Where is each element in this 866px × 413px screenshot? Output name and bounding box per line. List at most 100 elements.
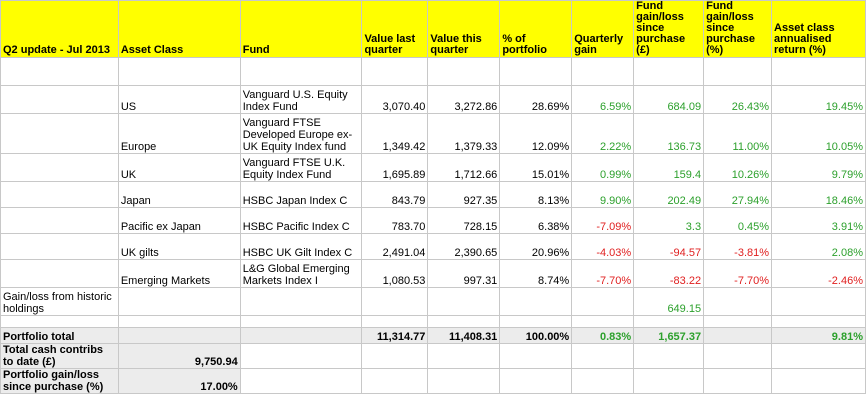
- value-this-cell[interactable]: 1,379.33: [427, 113, 501, 154]
- cash-value[interactable]: 9,750.94: [117, 343, 241, 369]
- portfolio-sheet: Q2 update - Jul 2013 Asset Class Fund Va…: [0, 0, 866, 394]
- gain-pct-cell[interactable]: 0.45%: [703, 207, 773, 234]
- asset-cell[interactable]: Japan: [117, 181, 241, 208]
- quarterly-gain-cell[interactable]: 0.99%: [571, 153, 635, 182]
- asset-cell[interactable]: Emerging Markets: [117, 259, 241, 288]
- value-this-cell[interactable]: 728.15: [427, 207, 501, 234]
- gain-pct-cell[interactable]: 10.26%: [703, 153, 773, 182]
- gain-pct-cell[interactable]: -3.81%: [703, 233, 773, 260]
- col-gain-pct[interactable]: Fund gain/loss since purchase (%): [703, 0, 773, 58]
- value-last-cell[interactable]: 2,491.04: [361, 233, 429, 260]
- value-this-cell[interactable]: 997.31: [427, 259, 501, 288]
- gain-since-label[interactable]: Portfolio gain/loss since purchase (%): [0, 368, 119, 394]
- sheet-title[interactable]: Q2 update - Jul 2013: [0, 0, 119, 58]
- value-last-cell[interactable]: 1,349.42: [361, 113, 429, 154]
- total-value-last[interactable]: 11,314.77: [361, 327, 429, 344]
- gain-gbp-cell[interactable]: 159.4: [633, 153, 705, 182]
- gain-gbp-cell[interactable]: 202.49: [633, 181, 705, 208]
- gain-pct-cell[interactable]: -7.70%: [703, 259, 773, 288]
- historic-row: Gain/loss from historic holdings 649.15: [0, 287, 866, 316]
- value-last-cell[interactable]: 783.70: [361, 207, 429, 234]
- pct-cell[interactable]: 6.38%: [499, 207, 573, 234]
- total-pct[interactable]: 100.00%: [499, 327, 573, 344]
- fund-cell[interactable]: Vanguard U.S. Equity Index Fund: [239, 85, 363, 114]
- spacer-row: [0, 57, 866, 86]
- annualised-cell[interactable]: 2.08%: [771, 233, 866, 260]
- gain-gbp-cell[interactable]: 684.09: [633, 85, 705, 114]
- asset-cell[interactable]: US: [117, 85, 241, 114]
- asset-cell[interactable]: UK: [117, 153, 241, 182]
- annualised-cell[interactable]: 3.91%: [771, 207, 866, 234]
- col-annualised[interactable]: Asset class annualised return (%): [771, 0, 866, 58]
- header-row: Q2 update - Jul 2013 Asset Class Fund Va…: [0, 0, 866, 58]
- col-pct-portfolio[interactable]: % of portfolio: [499, 0, 573, 58]
- gain-pct-cell[interactable]: 27.94%: [703, 181, 773, 208]
- annualised-cell[interactable]: 19.45%: [771, 85, 866, 114]
- gain-since-row: Portfolio gain/loss since purchase (%) 1…: [0, 368, 866, 394]
- annualised-cell[interactable]: -2.46%: [771, 259, 866, 288]
- spacer-row: [0, 315, 866, 328]
- quarterly-gain-cell[interactable]: 9.90%: [571, 181, 635, 208]
- total-gain-gbp[interactable]: 1,657.37: [633, 327, 705, 344]
- gain-pct-cell[interactable]: 26.43%: [703, 85, 773, 114]
- fund-cell[interactable]: HSBC Pacific Index C: [239, 207, 363, 234]
- quarterly-gain-cell[interactable]: -7.70%: [571, 259, 635, 288]
- pct-cell[interactable]: 8.74%: [499, 259, 573, 288]
- value-last-cell[interactable]: 843.79: [361, 181, 429, 208]
- table-row: UK Vanguard FTSE U.K. Equity Index Fund …: [0, 153, 866, 182]
- value-this-cell[interactable]: 927.35: [427, 181, 501, 208]
- value-last-cell[interactable]: 3,070.40: [361, 85, 429, 114]
- annualised-cell[interactable]: 18.46%: [771, 181, 866, 208]
- col-gain-gbp[interactable]: Fund gain/loss since purchase (£): [633, 0, 705, 58]
- fund-cell[interactable]: Vanguard FTSE Developed Europe ex-UK Equ…: [239, 113, 363, 154]
- total-label[interactable]: Portfolio total: [0, 327, 119, 344]
- quarterly-gain-cell[interactable]: -7.09%: [571, 207, 635, 234]
- historic-label[interactable]: Gain/loss from historic holdings: [0, 287, 119, 316]
- asset-cell[interactable]: Pacific ex Japan: [117, 207, 241, 234]
- gain-gbp-cell[interactable]: -83.22: [633, 259, 705, 288]
- fund-cell[interactable]: L&G Global Emerging Markets Index I: [239, 259, 363, 288]
- asset-cell[interactable]: UK gilts: [117, 233, 241, 260]
- gain-since-value[interactable]: 17.00%: [117, 368, 241, 394]
- table-row: Europe Vanguard FTSE Developed Europe ex…: [0, 113, 866, 154]
- pct-cell[interactable]: 20.96%: [499, 233, 573, 260]
- total-row: Portfolio total 11,314.77 11,408.31 100.…: [0, 327, 866, 344]
- pct-cell[interactable]: 12.09%: [499, 113, 573, 154]
- pct-cell[interactable]: 8.13%: [499, 181, 573, 208]
- fund-cell[interactable]: HSBC Japan Index C: [239, 181, 363, 208]
- pct-cell[interactable]: 28.69%: [499, 85, 573, 114]
- gain-gbp-cell[interactable]: 3.3: [633, 207, 705, 234]
- annualised-cell[interactable]: 10.05%: [771, 113, 866, 154]
- gain-gbp-cell[interactable]: -94.57: [633, 233, 705, 260]
- col-asset-class[interactable]: Asset Class: [117, 0, 241, 58]
- table-row: US Vanguard U.S. Equity Index Fund 3,070…: [0, 85, 866, 114]
- value-this-cell[interactable]: 1,712.66: [427, 153, 501, 182]
- col-fund[interactable]: Fund: [239, 0, 363, 58]
- quarterly-gain-cell[interactable]: 6.59%: [571, 85, 635, 114]
- fund-cell[interactable]: Vanguard FTSE U.K. Equity Index Fund: [239, 153, 363, 182]
- col-value-last[interactable]: Value last quarter: [361, 0, 429, 58]
- col-value-this[interactable]: Value this quarter: [427, 0, 501, 58]
- value-last-cell[interactable]: 1,080.53: [361, 259, 429, 288]
- cash-row: Total cash contribs to date (£) 9,750.94: [0, 343, 866, 369]
- total-quarterly-gain[interactable]: 0.83%: [571, 327, 635, 344]
- quarterly-gain-cell[interactable]: 2.22%: [571, 113, 635, 154]
- annualised-cell[interactable]: 9.79%: [771, 153, 866, 182]
- value-last-cell[interactable]: 1,695.89: [361, 153, 429, 182]
- historic-gain-cell[interactable]: 649.15: [633, 287, 705, 316]
- asset-cell[interactable]: Europe: [117, 113, 241, 154]
- value-this-cell[interactable]: 2,390.65: [427, 233, 501, 260]
- gain-gbp-cell[interactable]: 136.73: [633, 113, 705, 154]
- col-quarterly-gain[interactable]: Quarterly gain: [571, 0, 635, 58]
- gain-pct-cell[interactable]: 11.00%: [703, 113, 773, 154]
- cash-label[interactable]: Total cash contribs to date (£): [0, 343, 119, 369]
- total-annualised[interactable]: 9.81%: [771, 327, 866, 344]
- total-value-this[interactable]: 11,408.31: [427, 327, 501, 344]
- fund-cell[interactable]: HSBC UK Gilt Index C: [239, 233, 363, 260]
- quarterly-gain-cell[interactable]: -4.03%: [571, 233, 635, 260]
- table-row: UK gilts HSBC UK Gilt Index C 2,491.04 2…: [0, 233, 866, 260]
- pct-cell[interactable]: 15.01%: [499, 153, 573, 182]
- table-row: Pacific ex Japan HSBC Pacific Index C 78…: [0, 207, 866, 234]
- table-row: Emerging Markets L&G Global Emerging Mar…: [0, 259, 866, 288]
- value-this-cell[interactable]: 3,272.86: [427, 85, 501, 114]
